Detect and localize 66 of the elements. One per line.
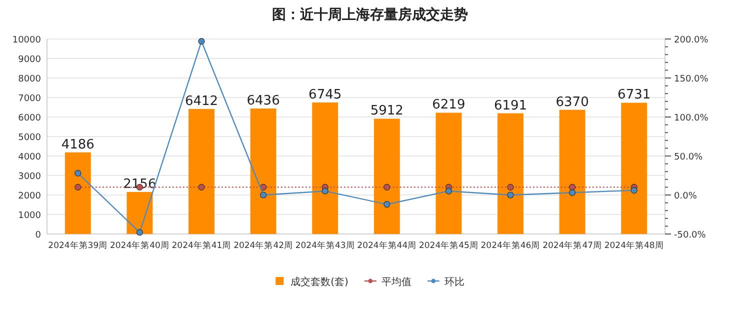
data-label: 6370 bbox=[556, 94, 589, 110]
data-label: 6745 bbox=[308, 87, 342, 102]
data-label: 6219 bbox=[432, 98, 466, 113]
point bbox=[507, 192, 514, 198]
point bbox=[630, 187, 638, 194]
bar bbox=[559, 110, 586, 234]
bar bbox=[64, 152, 91, 234]
x-tick-label: 2024年第39周 bbox=[48, 240, 108, 251]
point bbox=[384, 201, 390, 208]
y2-tick-label: 200.0% bbox=[674, 36, 709, 46]
y-tick-label: 1000 bbox=[18, 211, 42, 221]
y-tick-label: 4000 bbox=[18, 152, 42, 162]
bar bbox=[436, 112, 462, 234]
point bbox=[569, 189, 576, 196]
point bbox=[260, 192, 267, 198]
y2-tick-label: 100.0% bbox=[674, 114, 709, 124]
y-tick-label: 9000 bbox=[18, 55, 42, 65]
data-label: 6436 bbox=[246, 94, 280, 108]
legend-label: 平均值 bbox=[381, 276, 412, 288]
y-tick-label: 3000 bbox=[18, 172, 42, 182]
point bbox=[445, 188, 452, 194]
y2-tick-label: 150.0% bbox=[674, 74, 709, 84]
point bbox=[74, 170, 82, 176]
x-tick-label: 2024年第44周 bbox=[357, 240, 417, 251]
x-tick-label: 2024年第45周 bbox=[418, 240, 478, 251]
x-tick-label: 2024年第47周 bbox=[542, 240, 602, 251]
point bbox=[384, 184, 390, 190]
bar bbox=[188, 108, 214, 234]
data-label: 6731 bbox=[618, 88, 651, 103]
y2-tick-label: -50.0% bbox=[674, 230, 706, 240]
x-tick-label: 2024年第42周 bbox=[234, 240, 294, 251]
y-tick-label: 2000 bbox=[18, 192, 42, 202]
bar bbox=[250, 108, 276, 234]
y2-tick-label: 50.0% bbox=[674, 152, 704, 162]
x-tick-label: 2024年第46周 bbox=[480, 240, 540, 251]
y-tick-label: 6000 bbox=[18, 114, 42, 124]
legend-label: 环比 bbox=[444, 276, 464, 288]
point bbox=[136, 229, 143, 236]
x-tick-label: 2024年第41周 bbox=[172, 240, 232, 251]
data-label: 4186 bbox=[61, 137, 94, 152]
bar bbox=[312, 102, 338, 234]
point bbox=[198, 38, 205, 45]
y-tick-label: 5000 bbox=[18, 133, 42, 143]
x-tick-label: 2024年第48周 bbox=[604, 240, 664, 251]
x-tick-label: 2024年第43周 bbox=[295, 240, 355, 251]
bar bbox=[374, 118, 400, 234]
data-label: 6191 bbox=[494, 98, 528, 114]
y-tick-label: 0 bbox=[35, 230, 42, 240]
data-label: 5912 bbox=[370, 104, 404, 119]
y-tick-label: 8000 bbox=[18, 74, 42, 84]
y-tick-label: 7000 bbox=[18, 94, 42, 104]
data-label: 6412 bbox=[184, 94, 218, 109]
x-tick-label: 2024年第40周 bbox=[110, 240, 170, 251]
y-tick-label: 10000 bbox=[12, 36, 42, 46]
y2-tick-label: 0.0% bbox=[674, 192, 698, 202]
point bbox=[322, 188, 328, 194]
legend-label: 成交套数(套) bbox=[290, 276, 348, 288]
bar bbox=[498, 113, 524, 234]
bar bbox=[621, 102, 648, 234]
point bbox=[569, 184, 576, 190]
point bbox=[198, 184, 205, 190]
point bbox=[507, 184, 514, 190]
chart-title: 图：近十周上海存量房成交走势 bbox=[272, 6, 468, 23]
point bbox=[74, 184, 82, 190]
point bbox=[260, 184, 267, 190]
bar bbox=[126, 192, 153, 234]
